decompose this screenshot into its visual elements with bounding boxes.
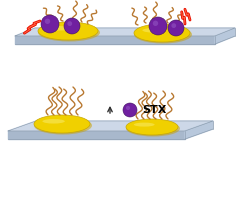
Ellipse shape — [38, 22, 98, 40]
Text: STX: STX — [142, 105, 166, 115]
Circle shape — [149, 17, 167, 35]
Circle shape — [168, 20, 184, 36]
Polygon shape — [8, 131, 185, 139]
Ellipse shape — [38, 23, 100, 42]
Circle shape — [171, 23, 176, 28]
Polygon shape — [8, 121, 213, 131]
Polygon shape — [185, 121, 213, 139]
Circle shape — [64, 18, 80, 34]
Polygon shape — [15, 36, 215, 44]
Circle shape — [123, 103, 137, 117]
Polygon shape — [215, 28, 235, 44]
Circle shape — [41, 15, 59, 33]
Ellipse shape — [47, 26, 71, 30]
Ellipse shape — [134, 25, 192, 44]
Polygon shape — [15, 28, 235, 36]
Ellipse shape — [142, 28, 165, 32]
Ellipse shape — [134, 123, 155, 127]
Ellipse shape — [34, 116, 92, 135]
Circle shape — [126, 106, 130, 110]
Circle shape — [67, 21, 72, 26]
Ellipse shape — [126, 120, 180, 137]
Circle shape — [45, 19, 50, 24]
Ellipse shape — [126, 119, 178, 135]
Ellipse shape — [34, 115, 90, 133]
Ellipse shape — [42, 119, 65, 124]
Ellipse shape — [134, 24, 190, 42]
Circle shape — [153, 21, 158, 26]
